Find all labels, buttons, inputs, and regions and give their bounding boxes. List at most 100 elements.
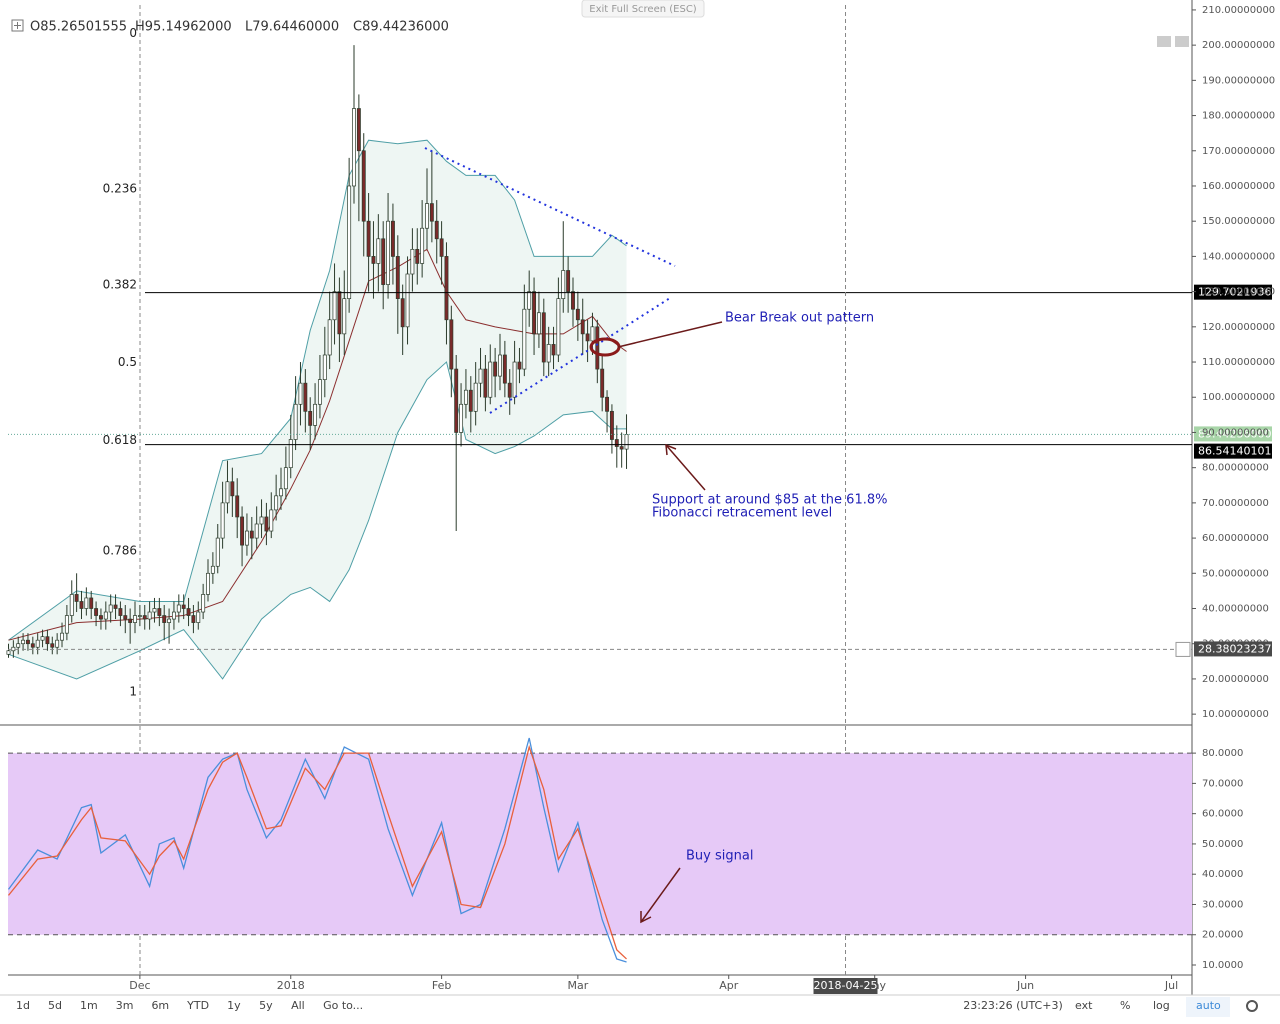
candle-body — [522, 308, 527, 370]
candle-body — [45, 636, 50, 645]
x-tick-label: Jun — [1016, 979, 1034, 992]
header: O85.26501555 H95.14962000 L79.64460000 C… — [11, 0, 1189, 47]
price-tag — [1194, 284, 1272, 300]
y-tick-label: 180.00000000 — [1202, 111, 1275, 122]
candle-body — [89, 597, 94, 609]
range-button[interactable]: All — [291, 999, 305, 1012]
candle-body — [40, 636, 45, 641]
arrow — [617, 321, 723, 348]
candle-body — [609, 410, 614, 440]
price-tag-label: 129.70219361 — [1198, 286, 1278, 299]
candle-body — [356, 108, 361, 152]
ohlc-open: O85.26501555 — [30, 20, 127, 35]
candle-body — [254, 523, 259, 539]
candle-body — [337, 291, 342, 335]
add-button[interactable] — [1175, 641, 1191, 657]
candle-body — [463, 389, 468, 405]
ohlc-high: H95.14962000 — [135, 20, 232, 35]
band-lower — [8, 361, 627, 680]
candle-body — [575, 308, 580, 321]
y-tick-label: 50.0000 — [1202, 839, 1243, 850]
candle-body — [410, 249, 415, 275]
candle-body — [269, 509, 274, 532]
candle-body — [459, 403, 464, 433]
exit-fullscreen-label: Exit Full Screen (ESC) — [589, 4, 697, 15]
settings-icon[interactable] — [1175, 36, 1189, 47]
option-button[interactable]: % — [1120, 999, 1130, 1012]
candle-body — [405, 273, 410, 328]
candle-body — [313, 403, 318, 426]
candle-body — [133, 615, 137, 623]
candle-body — [84, 597, 89, 609]
candle-body — [361, 150, 366, 222]
gear-icon[interactable] — [1246, 1000, 1258, 1012]
candle-body — [605, 396, 610, 412]
range-button[interactable]: 5d — [48, 999, 62, 1012]
candle-body — [94, 608, 99, 616]
range-button[interactable]: 1d — [16, 999, 30, 1012]
y-tick-label: 210.00000000 — [1202, 5, 1275, 16]
range-button[interactable]: YTD — [186, 999, 209, 1012]
arrow — [640, 867, 681, 923]
x-tick-label: 2018 — [277, 979, 305, 992]
candle-body — [240, 516, 245, 546]
candle-body — [342, 298, 347, 335]
candle-body — [532, 291, 537, 335]
crosshair-y-label: 28.38023237 — [1198, 642, 1271, 655]
candle-body — [507, 382, 512, 398]
arrow-head — [640, 911, 652, 924]
option-button[interactable]: ext — [1075, 999, 1093, 1012]
range-button[interactable]: 6m — [151, 999, 169, 1012]
exit-fullscreen-button[interactable] — [581, 0, 705, 18]
crosshair-x-label: 2018-04-25 — [814, 979, 878, 992]
candle-body — [176, 604, 181, 613]
y-tick-label: 40.0000 — [1202, 869, 1243, 880]
candle-body — [308, 410, 313, 426]
range-button[interactable]: 1y — [227, 999, 241, 1012]
candle-body — [264, 516, 269, 532]
candle-body — [11, 646, 16, 652]
y-tick-label: 40.00000000 — [1202, 604, 1269, 615]
candle-body — [454, 368, 459, 433]
candle-body — [298, 382, 303, 405]
candle-body — [556, 298, 561, 356]
candle-body — [327, 319, 332, 356]
candle-body — [439, 238, 444, 257]
ohlc-low: L79.64460000 — [245, 20, 339, 35]
candle-body — [259, 516, 264, 525]
candle-body — [488, 361, 493, 398]
candle-body — [201, 594, 206, 613]
option-active — [1186, 997, 1230, 1017]
range-button[interactable]: 1m — [80, 999, 98, 1012]
y-tick-label: 10.0000 — [1202, 960, 1243, 971]
candle-body — [152, 608, 157, 613]
candle-body — [493, 361, 498, 377]
option-button[interactable]: auto — [1196, 999, 1221, 1012]
collapse-icon[interactable] — [11, 19, 24, 32]
settings-icon[interactable] — [1157, 36, 1171, 47]
range-button[interactable]: 5y — [259, 999, 273, 1012]
candle-body — [50, 643, 55, 648]
candle-body — [279, 488, 283, 497]
y-tick-label: 150.00000000 — [1202, 216, 1275, 227]
candle-body — [619, 446, 624, 450]
band-upper — [8, 139, 627, 641]
y-tick-label: 20.0000 — [1202, 930, 1243, 941]
x-tick-label: Jul — [1164, 979, 1178, 992]
candle-body — [30, 643, 35, 648]
candle-body — [293, 403, 298, 440]
candle-body — [502, 354, 507, 384]
fib-label: 0.382 — [103, 277, 137, 291]
candle-body — [498, 354, 502, 377]
goto-button[interactable]: Go to... — [323, 999, 363, 1012]
oscillator-line — [7, 737, 627, 963]
candle-body — [566, 270, 571, 292]
candle-body — [415, 249, 420, 264]
candle-body — [215, 537, 220, 567]
candle-body — [317, 379, 322, 405]
clock: 23:23:26 (UTC+3) — [963, 999, 1063, 1012]
option-button[interactable]: log — [1153, 999, 1170, 1012]
range-button[interactable]: 3m — [116, 999, 134, 1012]
candle-body — [303, 382, 308, 412]
